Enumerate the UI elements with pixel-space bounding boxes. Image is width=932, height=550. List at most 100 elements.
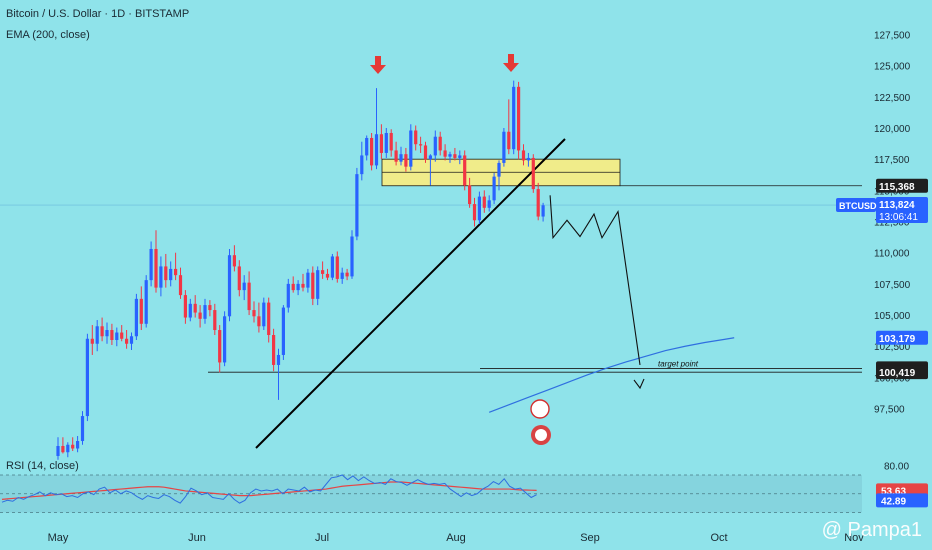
candle-body bbox=[169, 268, 173, 281]
candle-body bbox=[296, 283, 300, 291]
month-tick-label: May bbox=[48, 532, 69, 544]
candle-body bbox=[178, 275, 183, 296]
candle-body bbox=[95, 326, 99, 344]
candle-body bbox=[90, 338, 94, 344]
candle-body bbox=[541, 205, 545, 217]
month-tick-label: Sep bbox=[580, 532, 600, 544]
ema-200-line bbox=[488, 337, 735, 413]
candle-body bbox=[100, 326, 104, 337]
month-tick-label: Jul bbox=[315, 532, 329, 544]
candle-body bbox=[409, 130, 413, 167]
candle-body bbox=[531, 157, 535, 190]
candle-body bbox=[517, 86, 521, 151]
candle-body bbox=[502, 131, 506, 163]
candle-body bbox=[526, 157, 530, 161]
candle-body bbox=[301, 283, 305, 288]
price-tag-time: 13:06:41 bbox=[879, 212, 918, 223]
price-tag-label: 113,824 bbox=[879, 200, 915, 211]
candle-body bbox=[360, 155, 364, 175]
candle-body bbox=[345, 272, 349, 277]
candle-body bbox=[419, 144, 423, 146]
candle-body bbox=[188, 303, 192, 318]
rsi-tag-label: 53.63 bbox=[881, 486, 906, 497]
candle-body bbox=[384, 132, 388, 153]
candle-body bbox=[183, 295, 187, 318]
trend-line bbox=[255, 138, 566, 449]
candle-body bbox=[232, 255, 236, 267]
candle-body bbox=[443, 150, 447, 157]
candle-body bbox=[203, 305, 207, 319]
candle-body bbox=[85, 338, 89, 417]
projection-arrowhead bbox=[633, 378, 645, 390]
candle-body bbox=[521, 150, 526, 161]
candle-body bbox=[394, 150, 398, 162]
candle-body bbox=[370, 137, 374, 166]
candle-body bbox=[374, 134, 379, 166]
rsi-indicator-label[interactable]: RSI (14, close) bbox=[6, 460, 79, 472]
candle-body bbox=[340, 272, 344, 279]
candle-body bbox=[66, 444, 70, 453]
candles-group bbox=[56, 80, 545, 460]
peak-arrow-1 bbox=[370, 56, 386, 74]
rsi-band bbox=[0, 475, 862, 513]
candle-body bbox=[208, 305, 212, 311]
price-tick-label: 120,000 bbox=[874, 124, 911, 135]
candle-body bbox=[448, 154, 452, 157]
candle-body bbox=[458, 155, 462, 158]
candle-body bbox=[428, 155, 432, 160]
candle-body bbox=[267, 302, 271, 336]
candle-body bbox=[507, 131, 511, 150]
candle-body bbox=[433, 136, 437, 156]
peak-arrow-2 bbox=[503, 54, 519, 72]
price-tag-label: 115,368 bbox=[879, 182, 915, 193]
price-tick-label: 117,500 bbox=[874, 155, 910, 166]
candle-body bbox=[247, 282, 251, 311]
price-tag-bg bbox=[876, 330, 928, 345]
price-tag-bg bbox=[876, 197, 928, 224]
price-tag-label: 103,179 bbox=[879, 334, 916, 345]
candle-body bbox=[76, 441, 80, 449]
candle-body bbox=[438, 136, 442, 151]
target-point-label: target point bbox=[658, 359, 699, 368]
candle-body bbox=[129, 336, 134, 344]
candle-body bbox=[115, 332, 119, 340]
price-tag-bg bbox=[876, 178, 928, 193]
candle-body bbox=[472, 204, 477, 221]
author-watermark: @ Pampa1 bbox=[821, 519, 922, 541]
candle-body bbox=[262, 302, 266, 327]
candle-body bbox=[468, 185, 472, 205]
candle-body bbox=[379, 134, 383, 153]
candle-body bbox=[321, 270, 325, 274]
candle-body bbox=[223, 316, 227, 363]
candle-body bbox=[389, 132, 393, 151]
candle-body bbox=[56, 446, 60, 456]
price-tick-label: 125,000 bbox=[874, 62, 911, 73]
candle-body bbox=[154, 248, 158, 288]
candle-body bbox=[414, 130, 418, 145]
candle-body bbox=[71, 444, 75, 449]
symbol-tag-label: BTCUSD bbox=[839, 201, 877, 211]
candle-body bbox=[159, 266, 163, 288]
candle-body bbox=[272, 335, 276, 365]
price-tick-label: 112,500 bbox=[874, 218, 910, 229]
rsi-tag-label: 42.89 bbox=[881, 496, 906, 507]
price-tag-bg bbox=[876, 365, 928, 380]
candle-body bbox=[164, 266, 168, 281]
candle-body bbox=[365, 137, 369, 156]
candle-body bbox=[242, 282, 246, 291]
price-tick-label: 102,500 bbox=[874, 342, 911, 353]
candle-body bbox=[477, 196, 481, 221]
month-tick-label: Jun bbox=[188, 532, 206, 544]
candle-body bbox=[61, 446, 65, 453]
candle-body bbox=[80, 416, 85, 442]
candle-body bbox=[193, 303, 197, 313]
price-tick-label: 107,500 bbox=[874, 280, 911, 291]
candle-body bbox=[291, 283, 295, 291]
candle-body bbox=[330, 256, 334, 278]
price-tick-label: 105,000 bbox=[874, 311, 911, 322]
candle-body bbox=[325, 273, 330, 278]
ema-indicator-label[interactable]: EMA (200, close) bbox=[6, 29, 90, 41]
candle-body bbox=[149, 248, 153, 281]
